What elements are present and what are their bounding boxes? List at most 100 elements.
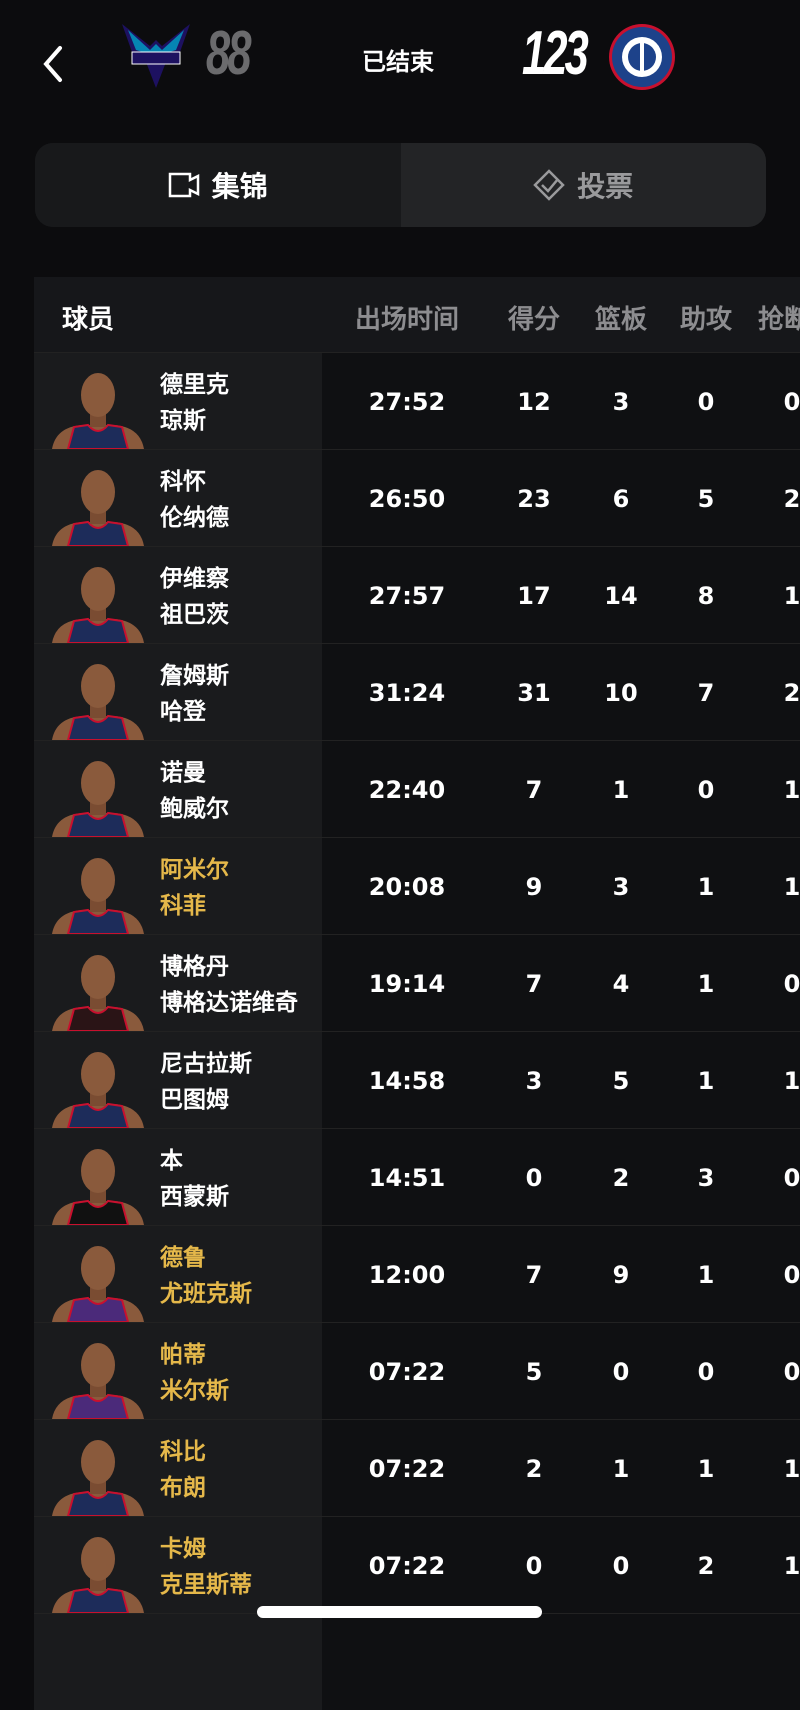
player-name[interactable]: 詹姆斯 哈登: [160, 658, 229, 730]
stats-cell: [322, 1032, 800, 1128]
player-name[interactable]: 本西蒙斯: [160, 1143, 229, 1215]
player-last-name: 伦纳德: [160, 505, 229, 531]
table-row[interactable]: 科怀 伦纳德 26:50 23 6 5 2: [34, 449, 800, 546]
stat-min: 14:58: [368, 1067, 446, 1095]
player-avatar: [52, 1537, 144, 1613]
player-cell[interactable]: 德鲁 尤班克斯: [34, 1226, 322, 1322]
stat-pts: 0: [525, 1552, 543, 1580]
player-avatar: [52, 955, 144, 1031]
player-name[interactable]: 德鲁 尤班克斯: [160, 1240, 252, 1312]
player-cell[interactable]: 诺曼 鲍威尔: [34, 741, 322, 837]
player-name[interactable]: 尼古拉斯 巴图姆: [160, 1046, 252, 1118]
player-name[interactable]: 卡姆 克里斯蒂: [160, 1531, 252, 1603]
away-score: 88: [206, 19, 251, 88]
table-row[interactable]: 尼古拉斯 巴图姆 14:58 3 5 1 1: [34, 1031, 800, 1128]
player-name[interactable]: 伊维察 祖巴茨: [160, 561, 229, 633]
table-row[interactable]: 博格丹 博格达诺维奇 19:14 7 4 1 0: [34, 934, 800, 1031]
stat-min: 07:22: [368, 1358, 446, 1386]
stat-stl: 2: [783, 485, 800, 513]
col-minutes[interactable]: 出场时间: [354, 305, 460, 335]
player-name[interactable]: 诺曼 鲍威尔: [160, 755, 229, 827]
col-steals[interactable]: 抢断: [758, 305, 800, 335]
player-name[interactable]: 德里克 琼斯: [160, 367, 229, 439]
col-points[interactable]: 得分: [507, 305, 561, 335]
stat-pts: 2: [525, 1455, 543, 1483]
table-row[interactable]: 伊维察 祖巴茨 27:57 17 14 8 1: [34, 546, 800, 643]
player-cell[interactable]: 詹姆斯 哈登: [34, 644, 322, 740]
player-name[interactable]: 帕蒂 米尔斯: [160, 1337, 229, 1409]
stat-stl: 1: [783, 1455, 800, 1483]
col-assists[interactable]: 助攻: [679, 305, 733, 335]
stat-ast: 0: [697, 776, 715, 804]
player-last-name: 布朗: [160, 1475, 206, 1501]
player-cell[interactable]: 伊维察 祖巴茨: [34, 547, 322, 643]
player-first-name: 德里克: [160, 372, 229, 398]
player-avatar: [52, 1440, 144, 1516]
table-header: 球员 出场时间 得分 篮板 助攻 抢断: [34, 277, 800, 352]
table-row-partial: [34, 1613, 800, 1710]
stat-reb: 9: [612, 1261, 630, 1289]
player-cell[interactable]: 尼古拉斯 巴图姆: [34, 1032, 322, 1128]
table-row[interactable]: 科比 布朗 07:22 2 1 1 1: [34, 1419, 800, 1516]
stat-min: 07:22: [368, 1455, 446, 1483]
player-avatar: [52, 1052, 144, 1128]
hornets-logo: [122, 24, 190, 88]
player-cell[interactable]: 本西蒙斯: [34, 1129, 322, 1225]
player-cell[interactable]: 科比 布朗: [34, 1420, 322, 1516]
stat-reb: 1: [612, 1455, 630, 1483]
table-row[interactable]: 阿米尔 科菲 20:08 9 3 1 1: [34, 837, 800, 934]
player-cell[interactable]: 德里克 琼斯: [34, 353, 322, 449]
player-last-name: 西蒙斯: [160, 1184, 229, 1210]
table-row[interactable]: 卡姆 克里斯蒂 07:22 0 0 2 1: [34, 1516, 800, 1613]
stat-reb: 6: [612, 485, 630, 513]
player-last-name: 科菲: [160, 893, 206, 919]
stats-cell: [322, 838, 800, 934]
table-row[interactable]: 本西蒙斯 14:51 0 2 3 0: [34, 1128, 800, 1225]
col-rebounds[interactable]: 篮板: [594, 305, 648, 335]
stat-min: 20:08: [368, 873, 446, 901]
player-avatar: [52, 858, 144, 934]
player-name[interactable]: 博格丹 博格达诺维奇: [160, 949, 298, 1021]
stats-cell: [322, 1420, 800, 1516]
table-row[interactable]: 帕蒂 米尔斯 07:22 5 0 0 0: [34, 1322, 800, 1419]
table-row[interactable]: 德鲁 尤班克斯 12:00 7 9 1 0: [34, 1225, 800, 1322]
player-cell[interactable]: 阿米尔 科菲: [34, 838, 322, 934]
player-last-name: 博格达诺维奇: [160, 990, 298, 1016]
stat-ast: 1: [697, 1261, 715, 1289]
stat-min: 22:40: [368, 776, 446, 804]
stat-pts: 23: [517, 485, 551, 513]
tab-vote[interactable]: 投票: [400, 143, 766, 227]
stat-reb: 5: [612, 1067, 630, 1095]
stat-stl: 1: [783, 776, 800, 804]
stats-cell: [322, 741, 800, 837]
player-name[interactable]: 科比 布朗: [160, 1434, 206, 1506]
player-cell[interactable]: 博格丹 博格达诺维奇: [34, 935, 322, 1031]
tab-highlights[interactable]: 集锦: [35, 143, 401, 227]
player-name[interactable]: 阿米尔 科菲: [160, 852, 229, 924]
table-row[interactable]: 德里克 琼斯 27:52 12 3 0 0: [34, 352, 800, 449]
player-cell[interactable]: 卡姆 克里斯蒂: [34, 1517, 322, 1613]
stat-min: 31:24: [368, 679, 446, 707]
player-last-name: 祖巴茨: [160, 602, 229, 628]
back-chevron-icon[interactable]: [38, 44, 68, 84]
player-cell[interactable]: 科怀 伦纳德: [34, 450, 322, 546]
stat-ast: 2: [697, 1552, 715, 1580]
table-row[interactable]: 詹姆斯 哈登 31:24 31 10 7 2: [34, 643, 800, 740]
stats-cell: [322, 1323, 800, 1419]
stat-reb: 4: [612, 970, 630, 998]
stats-cell: [322, 644, 800, 740]
player-first-name: 诺曼: [160, 760, 206, 786]
stat-ast: 3: [697, 1164, 715, 1192]
stat-min: 07:22: [368, 1552, 446, 1580]
player-name[interactable]: 科怀 伦纳德: [160, 464, 229, 536]
vote-diamond-check-icon: [533, 169, 566, 201]
stat-ast: 0: [697, 388, 715, 416]
player-cell[interactable]: 帕蒂 米尔斯: [34, 1323, 322, 1419]
stats-cell: [322, 353, 800, 449]
stat-pts: 3: [525, 1067, 543, 1095]
table-row[interactable]: 诺曼 鲍威尔 22:40 7 1 0 1: [34, 740, 800, 837]
stat-ast: 5: [697, 485, 715, 513]
home-score: 123: [522, 19, 589, 88]
stat-stl: 1: [783, 873, 800, 901]
tab-label: 集锦: [211, 170, 268, 203]
